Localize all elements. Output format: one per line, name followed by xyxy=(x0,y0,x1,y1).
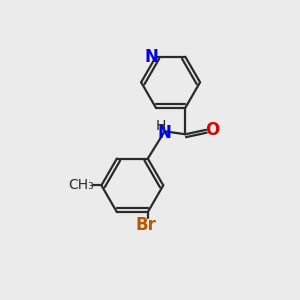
Text: H: H xyxy=(156,119,166,133)
Text: N: N xyxy=(145,48,158,66)
Text: N: N xyxy=(157,124,171,142)
Text: CH₃: CH₃ xyxy=(68,178,94,192)
Text: Br: Br xyxy=(136,216,157,234)
Text: O: O xyxy=(205,121,220,139)
